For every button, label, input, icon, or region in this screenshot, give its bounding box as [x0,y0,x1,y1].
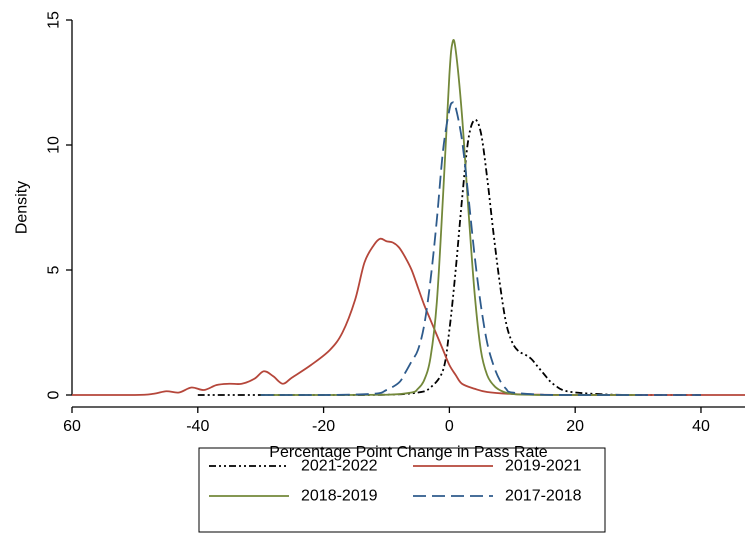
x-tick-label: -40 [186,418,209,435]
x-tick-label: 20 [566,418,584,435]
y-tick-label: 0 [46,390,63,399]
x-tick-label: 0 [445,418,454,435]
series-line-2018-2019 [260,38,639,396]
legend-label: 2019-2021 [505,458,582,475]
x-tick-label: 60 [63,418,81,435]
x-tick-label: -20 [312,418,335,435]
x-tick-label: 40 [692,418,710,435]
legend-label: 2018-2019 [301,488,378,505]
y-tick-label: 5 [46,265,63,274]
x-axis-ticks: 60 -40 -20 0 20 40 [63,407,710,435]
series-line-2017-2018 [260,101,701,396]
series-line-2019-2021 [71,237,745,396]
y-tick-label: 15 [46,11,63,29]
y-tick-label: 10 [46,136,63,154]
series-layer [71,38,745,396]
series-line-2021-2022 [197,118,701,396]
y-axis-title: Density [14,181,31,234]
legend-label: 2021-2022 [301,458,378,475]
legend: 2021-2022 2019-2021 2018-2019 2017-2018 [198,447,606,533]
legend-box [198,447,606,533]
y-axis-ticks: 0 5 10 15 [46,11,72,399]
legend-label: 2017-2018 [505,488,582,505]
